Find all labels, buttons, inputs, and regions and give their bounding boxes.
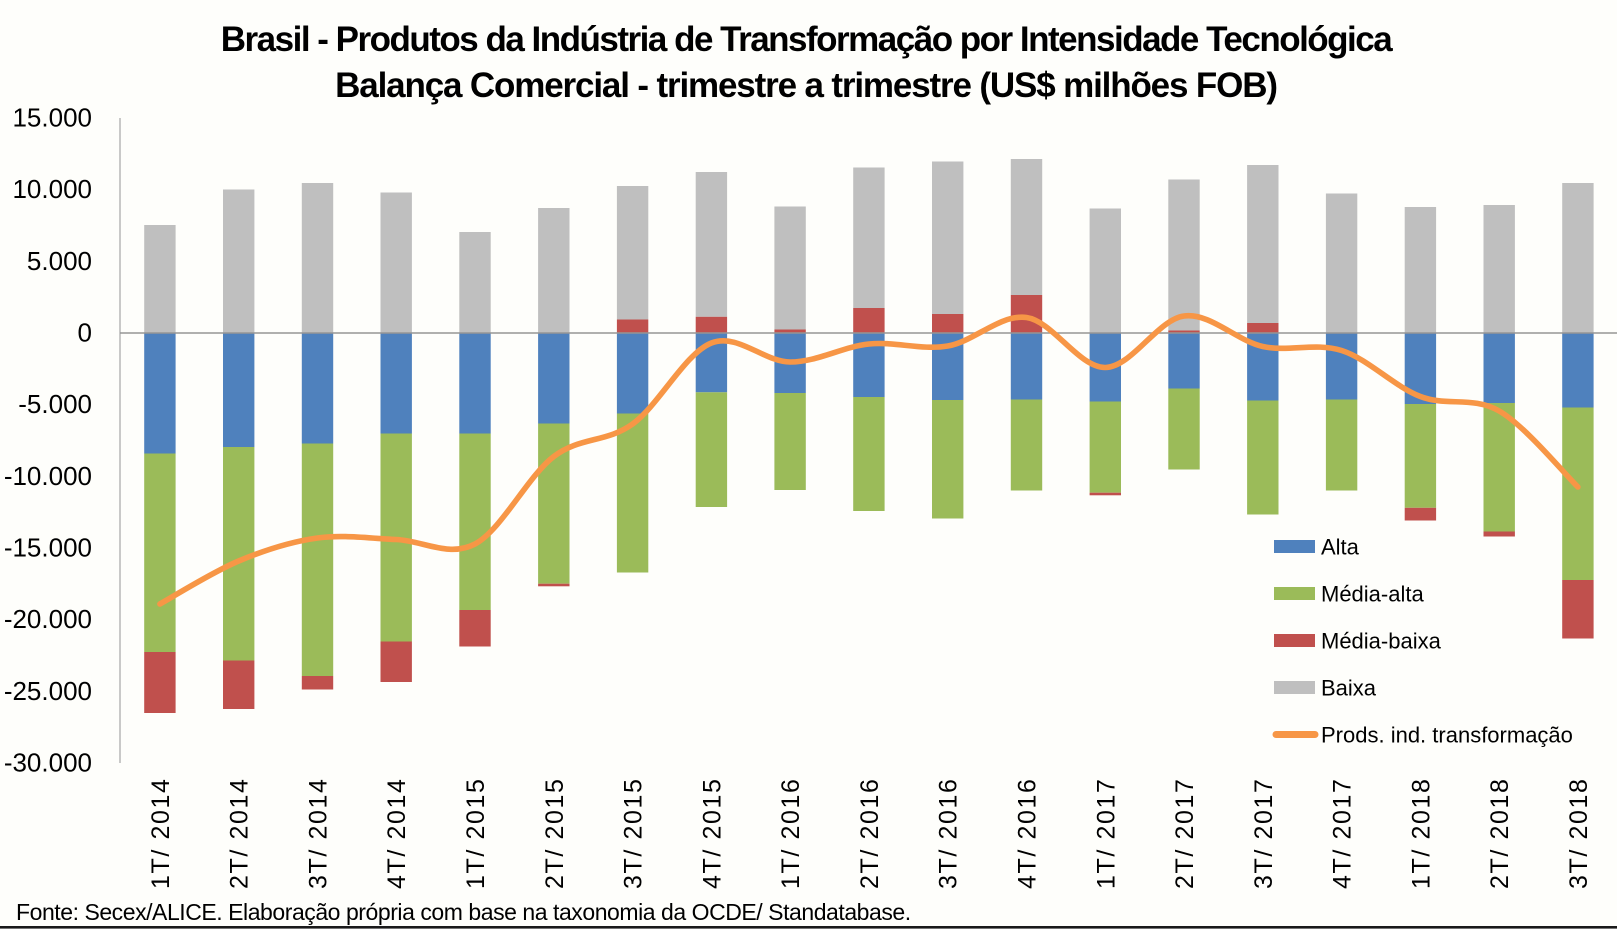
svg-text:15.000: 15.000 bbox=[12, 103, 92, 133]
svg-text:Brasil - Produtos da Indústria: Brasil - Produtos da Indústria de Transf… bbox=[221, 20, 1393, 59]
svg-text:4T/ 2015: 4T/ 2015 bbox=[698, 778, 726, 889]
svg-text:2T/ 2016: 2T/ 2016 bbox=[856, 778, 884, 889]
svg-text:1T/ 2014: 1T/ 2014 bbox=[147, 778, 175, 889]
svg-text:2T/ 2018: 2T/ 2018 bbox=[1486, 778, 1514, 889]
svg-text:4T/ 2014: 4T/ 2014 bbox=[383, 778, 411, 889]
svg-text:Balança Comercial - trimestre: Balança Comercial - trimestre a trimestr… bbox=[335, 66, 1277, 105]
svg-text:4T/ 2017: 4T/ 2017 bbox=[1329, 778, 1357, 889]
svg-text:-15.000: -15.000 bbox=[4, 533, 92, 563]
svg-text:4T/ 2016: 4T/ 2016 bbox=[1014, 778, 1042, 889]
svg-text:2T/ 2017: 2T/ 2017 bbox=[1171, 778, 1199, 889]
svg-text:1T/ 2018: 1T/ 2018 bbox=[1407, 778, 1435, 889]
svg-text:Fonte: Secex/ALICE. Elaboração: Fonte: Secex/ALICE. Elaboração própria c… bbox=[16, 899, 911, 925]
svg-text:1T/ 2016: 1T/ 2016 bbox=[777, 778, 805, 889]
svg-text:Média-baixa: Média-baixa bbox=[1321, 629, 1442, 654]
svg-text:-5.000: -5.000 bbox=[18, 389, 92, 419]
svg-text:3T/ 2014: 3T/ 2014 bbox=[305, 778, 333, 889]
svg-text:3T/ 2017: 3T/ 2017 bbox=[1250, 778, 1278, 889]
svg-text:Baixa: Baixa bbox=[1321, 676, 1377, 701]
svg-text:-10.000: -10.000 bbox=[4, 461, 92, 491]
svg-text:1T/ 2017: 1T/ 2017 bbox=[1092, 778, 1120, 889]
svg-text:3T/ 2015: 3T/ 2015 bbox=[620, 778, 648, 889]
svg-text:2T/ 2014: 2T/ 2014 bbox=[226, 778, 254, 889]
svg-text:2T/ 2015: 2T/ 2015 bbox=[541, 778, 569, 889]
svg-text:-20.000: -20.000 bbox=[4, 604, 92, 634]
svg-text:Alta: Alta bbox=[1321, 535, 1360, 560]
svg-text:Média-alta: Média-alta bbox=[1321, 582, 1424, 607]
svg-text:5.000: 5.000 bbox=[27, 246, 92, 276]
svg-text:3T/ 2016: 3T/ 2016 bbox=[935, 778, 963, 889]
svg-text:0: 0 bbox=[78, 318, 92, 348]
svg-text:3T/ 2018: 3T/ 2018 bbox=[1565, 778, 1593, 889]
svg-text:Prods. ind. transformação: Prods. ind. transformação bbox=[1321, 723, 1573, 748]
svg-text:-30.000: -30.000 bbox=[4, 748, 92, 778]
svg-text:-25.000: -25.000 bbox=[4, 676, 92, 706]
svg-text:10.000: 10.000 bbox=[12, 174, 92, 204]
svg-text:1T/ 2015: 1T/ 2015 bbox=[462, 778, 490, 889]
